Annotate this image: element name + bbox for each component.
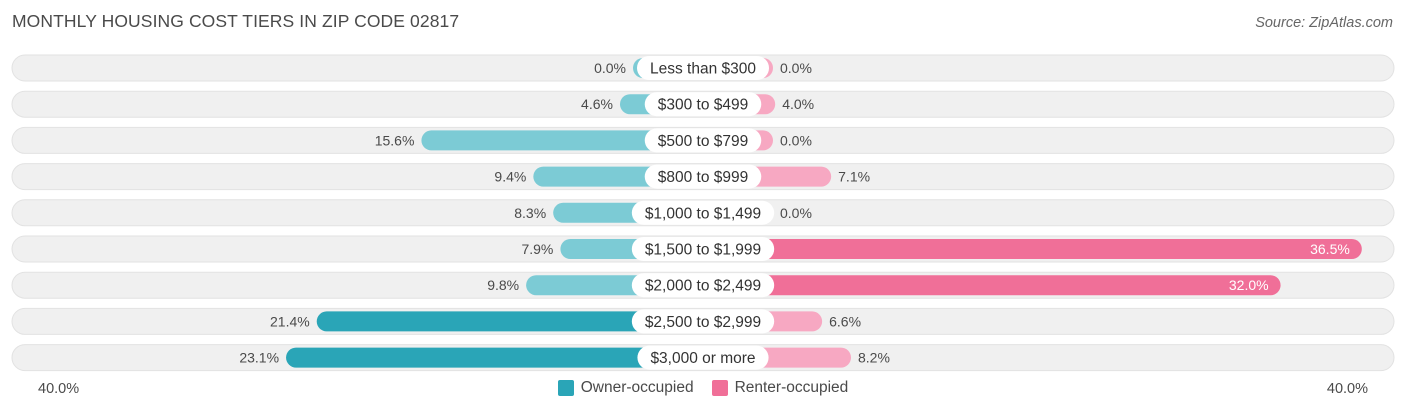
value-label-owner: 23.1% xyxy=(239,350,279,366)
legend-swatch-renter xyxy=(711,380,728,396)
value-label-renter: 0.0% xyxy=(780,60,812,76)
legend: Owner-occupied Renter-occupied xyxy=(0,379,1406,397)
value-label-renter: 8.2% xyxy=(858,350,890,366)
value-label-owner: 8.3% xyxy=(514,205,546,221)
category-label: $1,500 to $1,999 xyxy=(645,242,761,259)
value-label-renter: 4.0% xyxy=(782,96,814,112)
value-label-owner: 9.8% xyxy=(487,277,519,293)
bar-renter xyxy=(703,239,1362,259)
value-label-renter: 32.0% xyxy=(1229,277,1269,293)
category-pill xyxy=(636,56,770,80)
value-label-owner: 9.4% xyxy=(494,169,526,185)
bar-owner xyxy=(421,130,703,151)
chart-source: Source: ZipAtlas.com xyxy=(1255,15,1393,31)
bar-renter xyxy=(703,275,1281,296)
chart-title: MONTHLY HOUSING COST TIERS IN ZIP CODE 0… xyxy=(12,11,460,31)
category-label: $500 to $799 xyxy=(658,133,749,150)
category-label: $800 to $999 xyxy=(658,169,749,186)
category-pill xyxy=(637,345,769,370)
legend-swatch-owner xyxy=(557,380,574,396)
value-label-renter: 7.1% xyxy=(838,169,870,185)
value-label-owner: 7.9% xyxy=(521,241,553,257)
legend-label-owner: Owner-occupied xyxy=(580,379,694,396)
category-pill xyxy=(644,164,762,189)
legend-item-owner[interactable]: Owner-occupied xyxy=(557,379,694,397)
category-label: $2,500 to $2,999 xyxy=(645,314,761,331)
axis-label-left: 40.0% xyxy=(38,381,80,397)
category-pill xyxy=(631,237,775,261)
category-pill xyxy=(631,200,775,225)
value-label-owner: 4.6% xyxy=(581,96,613,112)
value-label-renter: 6.6% xyxy=(829,313,861,329)
axis-label-right: 40.0% xyxy=(1326,381,1368,397)
legend-item-renter[interactable]: Renter-occupied xyxy=(711,379,849,397)
category-pill xyxy=(644,92,762,117)
value-label-owner: 21.4% xyxy=(270,313,310,329)
category-label: $2,000 to $2,499 xyxy=(645,278,761,295)
category-pill xyxy=(631,273,775,298)
category-label: $1,000 to $1,499 xyxy=(645,205,761,222)
category-label: $3,000 or more xyxy=(650,350,755,367)
bar-owner xyxy=(316,311,703,332)
legend-label-renter: Renter-occupied xyxy=(734,379,849,396)
category-label: Less than $300 xyxy=(650,61,756,78)
value-label-renter: 0.0% xyxy=(780,205,812,221)
category-pill xyxy=(644,128,762,153)
category-pill xyxy=(631,309,775,334)
value-label-owner: 15.6% xyxy=(375,132,415,148)
value-label-renter: 0.0% xyxy=(780,132,812,148)
bar-owner xyxy=(286,347,703,368)
value-label-renter: 36.5% xyxy=(1310,241,1350,257)
category-label: $300 to $499 xyxy=(658,97,749,114)
value-label-owner: 0.0% xyxy=(594,60,626,76)
